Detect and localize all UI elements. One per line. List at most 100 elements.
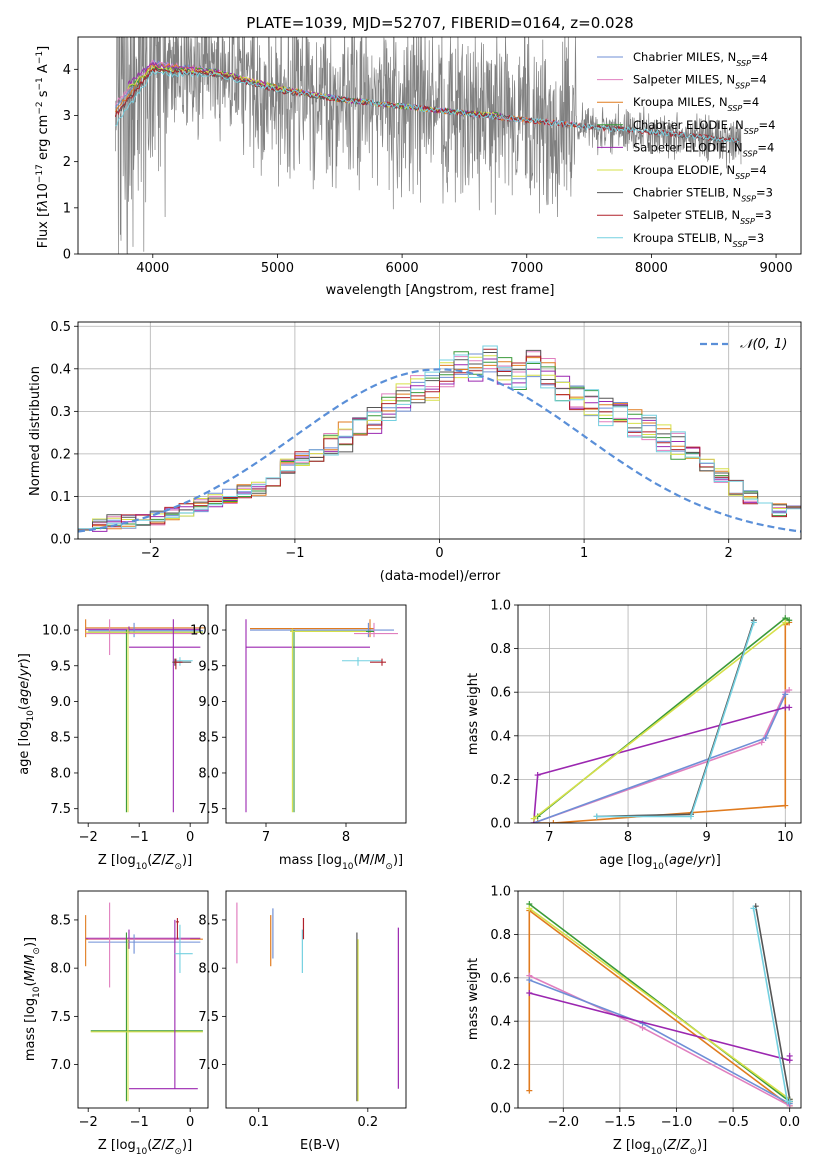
mass-vs-z-y-tick-label: 7.0: [50, 1058, 71, 1073]
age-vs-z-y-tick-label: 9.5: [50, 659, 71, 674]
mass-weight-z-marker: [526, 976, 533, 983]
mass-vs-ebv-plot-area: [236, 902, 399, 1102]
legend-label: Chabrier STELIB, NSSP=3: [633, 186, 773, 204]
mass-weight-age-line: [532, 706, 790, 823]
mass-weight-vs-age-x-tick-label: 8: [624, 830, 632, 845]
model-spectrum-line: [115, 69, 740, 143]
mass-weight-z-line: [528, 908, 791, 1108]
spectrum-x-tick-label: 7000: [510, 261, 543, 276]
legend-subscript: SSP: [743, 149, 758, 158]
legend-value: =4: [750, 163, 767, 177]
spectrum-x-tick-label: 9000: [760, 261, 793, 276]
mass-weight-vs-z-ylabel: mass weight: [466, 958, 481, 1040]
age-vs-mass-y-tick-label: 8.5: [198, 731, 219, 746]
residuals-x-tick-label: −2: [141, 546, 160, 561]
age-vs-z-y-tick-label: 9.0: [50, 695, 71, 710]
age-vs-mass-chart: mass [log10(M/M⊙)] 7 8 7.5 8.0 8.5 9.0 9.5 10.0: [190, 604, 407, 872]
legend-subscript: SSP: [736, 59, 751, 68]
age-vs-z-y-tick-label: 7.5: [50, 802, 71, 817]
mass-vs-z-y-tick-label: 7.5: [50, 1010, 71, 1025]
mass-weight-vs-z-x-tick-label: −2.0: [547, 1115, 579, 1130]
mass-vs-ebv-frame: [225, 890, 407, 1109]
mass-weight-age-marker: [786, 704, 793, 711]
spectrum-y-tick-label: 0: [63, 248, 71, 263]
mass-weight-vs-age-frame: [517, 604, 802, 824]
mass-weight-age-marker: [530, 815, 537, 822]
residual-histogram-step: [78, 355, 801, 539]
mass-weight-z-marker: [526, 989, 533, 996]
residuals-y-tick-label: 0.2: [50, 447, 71, 462]
mass-vs-z-y-tick-label: 8.0: [50, 962, 71, 977]
mass-weight-vs-z-x-tick-label: −0.5: [717, 1115, 749, 1130]
mass-weight-vs-z-y-tick-label: 0.4: [490, 1015, 511, 1030]
mass-weight-vs-age-y-tick-label: 0.6: [490, 686, 511, 701]
age-vs-mass-frame: [225, 604, 407, 824]
residuals-frame: [77, 321, 802, 540]
mass-weight-vs-z-y-tick-label: 0.8: [490, 928, 511, 943]
mass-weight-vs-age-y-tick-label: 0.4: [490, 729, 511, 744]
mass-weight-vs-z-x-tick-label: 0.0: [779, 1115, 800, 1130]
residual-histogram-step: [78, 351, 801, 539]
mass-vs-ebv-chart: E(B-V) 0.1 0.2 7.0 7.5 8.0 8.5: [198, 890, 407, 1153]
mass-vs-ebv-y-tick-label: 8.0: [198, 962, 219, 977]
age-vs-z-y-tick-label: 8.5: [50, 731, 71, 746]
legend-label: Salpeter ELODIE, NSSP=4: [633, 140, 774, 158]
spectrum-legend: Chabrier MILES, NSSP=4 Salpeter MILES, NS…: [597, 50, 775, 248]
residual-histogram-step: [78, 358, 801, 539]
age-vs-z-plot-area: [85, 619, 205, 813]
mass-vs-z-xlabel: Z [log10(Z/Z⊙)]: [98, 1138, 192, 1157]
age-vs-mass-y-tick-label: 9.5: [198, 659, 219, 674]
mass-vs-z-y-tick-label: 8.5: [50, 913, 71, 928]
residual-histogram-step: [78, 345, 801, 539]
spectrum-x-tick-label: 8000: [635, 261, 668, 276]
age-vs-z-frame: [77, 604, 209, 824]
legend-label: Kroupa MILES, NSSP=4: [633, 95, 759, 113]
age-vs-mass-x-tick-label: 8: [342, 830, 350, 845]
residuals-y-tick-label: 0.1: [50, 490, 71, 505]
residual-histogram-chart: (data-model)/error Normed distribution −…: [28, 320, 802, 584]
residual-histogram-step: [78, 357, 801, 539]
residual-xlabel: (data-model)/error: [380, 569, 501, 584]
age-vs-z-x-tick-label: −1: [130, 830, 149, 845]
mass-weight-vs-z-x-tick-label: −1.0: [661, 1115, 693, 1130]
spectrum-x-tick-label: 4000: [136, 261, 169, 276]
mass-vs-ebv-y-tick-label: 7.0: [198, 1058, 219, 1073]
gaussian-reference-curve: [78, 368, 801, 533]
residuals-y-tick-label: 0.3: [50, 405, 71, 420]
age-vs-mass-plot-area: [245, 619, 398, 813]
mass-weight-age-marker: [786, 617, 793, 624]
mass-weight-z-marker: [786, 1098, 793, 1105]
residuals-x-tick-label: −1: [285, 546, 304, 561]
age-vs-z-chart: Z [log10(Z/Z⊙)] age [log10(age/yr)] −2 −1…: [17, 604, 209, 872]
legend-value: =4: [742, 95, 759, 109]
mass-weight-vs-z-y-tick-label: 0.2: [490, 1058, 511, 1073]
mass-weight-vs-z-y-tick-label: 0.0: [490, 1102, 511, 1117]
legend-value: =3: [756, 186, 773, 200]
mass-vs-z-plot-area: [85, 902, 203, 1102]
observed-spectrum-line: [115, 37, 742, 254]
mass-weight-age-marker: [550, 820, 557, 823]
mass-weight-age-marker: [687, 813, 694, 820]
spectrum-x-tick-label: 5000: [261, 261, 294, 276]
spectrum-y-tick-label: 4: [63, 63, 71, 78]
mass-weight-age-marker: [750, 619, 757, 626]
mass-weight-age-marker: [786, 687, 793, 694]
residual-histogram-step: [78, 351, 801, 539]
legend-subscript: SSP: [744, 126, 759, 135]
residuals-y-tick-label: 0.4: [50, 362, 71, 377]
mass-vs-ebv-x-tick-label: 0.1: [248, 1115, 269, 1130]
mass-weight-vs-age-x-tick-label: 7: [545, 830, 553, 845]
mass-weight-vs-age-x-tick-label: 9: [703, 830, 711, 845]
legend-value: =4: [757, 140, 774, 154]
legend-label: Kroupa ELODIE, NSSP=4: [633, 163, 767, 181]
age-vs-mass-y-tick-label: 10.0: [190, 624, 219, 639]
mass-vs-z-x-tick-label: 0: [186, 1115, 194, 1130]
model-spectrum-line: [127, 61, 503, 119]
age-vs-z-xlabel: Z [log10(Z/Z⊙)]: [98, 853, 192, 872]
spectrum-xlabel: wavelength [Angstrom, rest frame]: [326, 283, 555, 298]
mass-weight-vs-age-y-tick-label: 0.2: [490, 773, 511, 788]
mass-weight-age-marker: [593, 813, 600, 820]
mass-weight-vs-age-y-tick-label: 1.0: [490, 599, 511, 614]
mass-weight-age-line: [537, 621, 790, 823]
age-vs-z-ylabel: age [log10(age/yr)]: [17, 653, 36, 775]
